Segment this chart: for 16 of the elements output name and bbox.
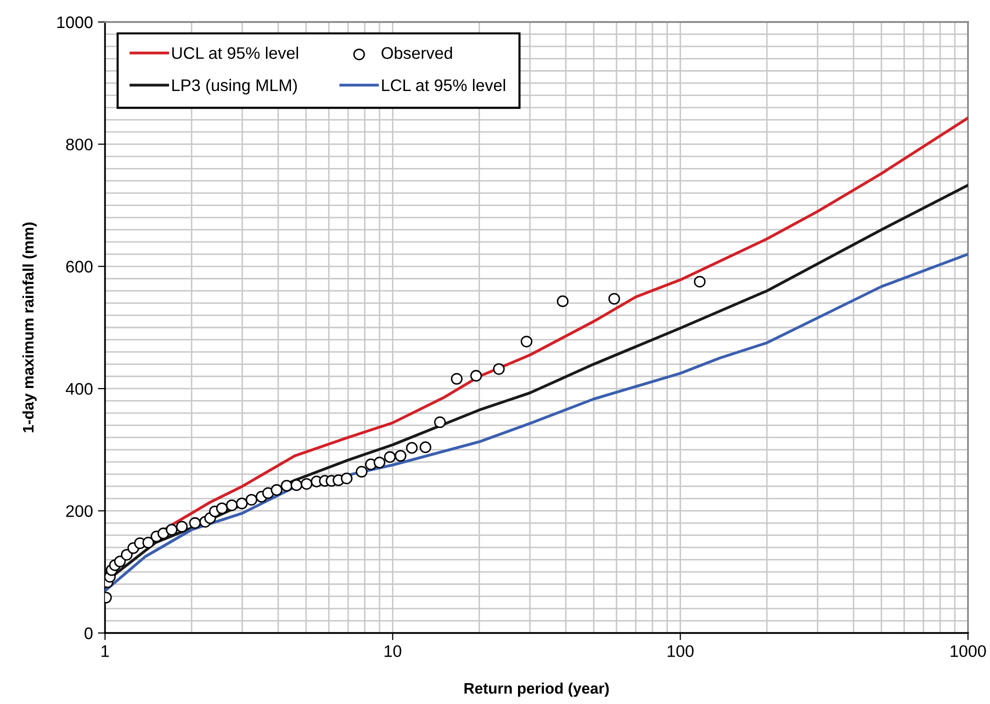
y-tick-label: 600: [66, 260, 93, 273]
y-tick-label: 800: [66, 138, 93, 150]
x-tick-label: 1: [102, 645, 109, 657]
y-tick-label: 0: [84, 627, 93, 640]
y-tick-label: 200: [66, 505, 93, 518]
x-tick-label: 10: [384, 645, 402, 658]
y-axis-title: 1-day maximum rainfall (mm): [22, 222, 37, 432]
x-tick-label: 1000: [950, 645, 986, 658]
legend-label: LCL at 95% level: [382, 78, 506, 92]
legend-label: UCL at 95% level: [172, 46, 298, 59]
y-tick-label: 1000: [57, 16, 93, 28]
legend-label: LP3 (using MLM): [172, 78, 297, 94]
x-tick-label: 100: [668, 645, 694, 658]
x-axis-title: Return period (year): [464, 682, 609, 697]
legend-label: Observed: [382, 46, 452, 59]
y-tick-label: 400: [66, 383, 93, 395]
